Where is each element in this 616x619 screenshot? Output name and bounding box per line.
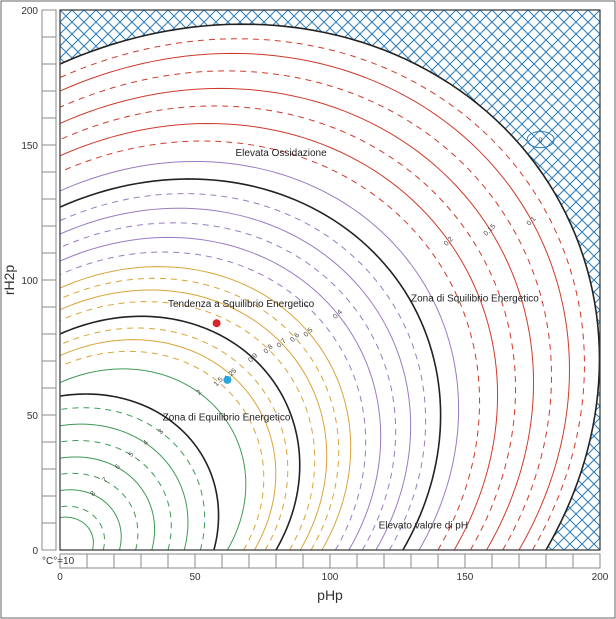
region-label: Zona di Squilibrio Energetico [411, 294, 539, 305]
energy-contour-chart: 0.10.150.20.40.50.60.70.80.91.251.523456… [0, 0, 616, 619]
x-tick-rect [546, 554, 573, 568]
x-tick-rect [303, 554, 330, 568]
x-tick-rect [384, 554, 411, 568]
region-label: Elevata Ossidazione [236, 148, 328, 159]
x-tick-rect [168, 554, 195, 568]
y-ticklabel: 150 [21, 141, 38, 152]
y-tick-rect [42, 64, 56, 91]
droplet-zero-label: 0 [539, 138, 543, 145]
y-tick-rect [42, 361, 56, 388]
y-tick-rect [42, 307, 56, 334]
y-tick-rect [42, 496, 56, 523]
y-tick-rect [42, 334, 56, 361]
y-ticklabel: 0 [32, 546, 38, 557]
x-tick-rect [114, 554, 141, 568]
y-tick-rect [42, 253, 56, 280]
y-tick-rect [42, 91, 56, 118]
x-axis-title: pHp [317, 587, 343, 603]
x-tick-rect [330, 554, 357, 568]
y-tick-rect [42, 442, 56, 469]
y-ticklabel: 50 [27, 411, 39, 422]
x-tick-rect [573, 554, 600, 568]
x-tick-rect [249, 554, 276, 568]
temperature-label: °C°=10 [42, 556, 75, 567]
region-label: Tendenza a Squilibrio Energetico [168, 299, 315, 310]
y-tick-rect [42, 145, 56, 172]
x-tick-rect [87, 554, 114, 568]
red-point [213, 319, 221, 327]
y-axis-title: rH2p [1, 265, 17, 296]
region-label: Zona di Equilibrio Energetico [163, 412, 291, 423]
x-tick-rect [195, 554, 222, 568]
y-tick-rect [42, 118, 56, 145]
y-tick-rect [42, 280, 56, 307]
y-tick-rect [42, 415, 56, 442]
y-tick-rect [42, 172, 56, 199]
blue-point [223, 376, 231, 384]
y-tick-rect [42, 10, 56, 37]
x-ticklabel: 0 [57, 572, 63, 583]
x-tick-row [60, 554, 600, 568]
y-ticklabel: 100 [21, 276, 38, 287]
x-tick-rect [411, 554, 438, 568]
x-tick-rect [357, 554, 384, 568]
x-tick-rect [438, 554, 465, 568]
x-ticklabel: 50 [189, 572, 201, 583]
region-label: Elevato valore di pH [379, 520, 469, 531]
x-tick-rect [276, 554, 303, 568]
x-tick-rect [222, 554, 249, 568]
x-ticklabel: 200 [592, 572, 609, 583]
y-tick-rect [42, 388, 56, 415]
x-tick-rect [465, 554, 492, 568]
y-tick-rect [42, 199, 56, 226]
y-tick-rect [42, 523, 56, 550]
x-ticklabel: 100 [322, 572, 339, 583]
x-tick-rect [492, 554, 519, 568]
y-tick-column [42, 10, 56, 550]
y-tick-rect [42, 37, 56, 64]
x-tick-rect [519, 554, 546, 568]
y-tick-rect [42, 469, 56, 496]
x-tick-rect [141, 554, 168, 568]
y-ticklabel: 200 [21, 6, 38, 17]
y-tick-rect [42, 226, 56, 253]
x-ticklabel: 150 [457, 572, 474, 583]
